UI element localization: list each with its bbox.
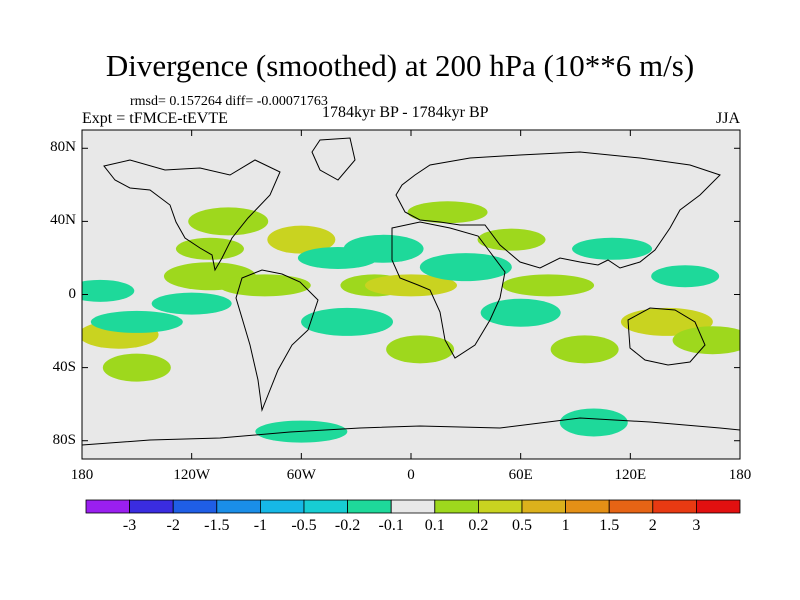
colorbar-swatch [172, 499, 218, 514]
experiment-label: Expt = tFMCE-tEVTE [82, 110, 228, 127]
anomaly-region [343, 234, 424, 263]
time-period-label: 1784kyr BP - 1784kyr BP [322, 104, 489, 121]
colorbar-level-label: -2 [166, 517, 180, 534]
x-tick-label: 60W [286, 467, 316, 483]
anomaly-field [82, 201, 740, 443]
anomaly-region [267, 225, 336, 254]
coast-greenland [311, 137, 356, 181]
y-tick-label: 80S [52, 431, 76, 448]
colorbar [85, 499, 741, 514]
colorbar-level-label: -1.5 [204, 517, 230, 534]
colorbar-swatch [521, 499, 566, 514]
colorbar-swatch [85, 499, 130, 514]
colorbar-swatch [696, 499, 741, 514]
coast-north-america [103, 159, 281, 272]
colorbar-swatch [216, 499, 261, 514]
anomaly-region [419, 253, 512, 282]
colorbar-swatch [347, 499, 392, 514]
anomaly-region [550, 335, 619, 364]
chart-title: Divergence (smoothed) at 200 hPa (10**6 … [105, 48, 695, 83]
colorbar-level-label: 1 [561, 517, 570, 534]
season-label: JJA [716, 110, 741, 127]
anomaly-region [151, 292, 232, 315]
colorbar-swatch [565, 499, 610, 514]
x-tick-label: 180 [728, 467, 752, 483]
colorbar-level-label: 3 [692, 517, 701, 534]
coast-south-america [235, 269, 319, 412]
coast-eurasia [395, 151, 721, 269]
colorbar-swatch [434, 499, 479, 514]
anomaly-region [651, 265, 720, 288]
anomaly-region [407, 201, 488, 224]
y-tick-label: 40N [50, 212, 76, 229]
coast-africa [391, 221, 506, 359]
colorbar-swatch [652, 499, 697, 514]
coast-antarctica [82, 417, 740, 446]
x-tick-label: 0 [407, 467, 415, 483]
x-tick-label: 120E [614, 467, 647, 483]
anomaly-region [386, 335, 455, 364]
colorbar-level-label: 0.1 [424, 517, 445, 534]
anomaly-region [102, 353, 171, 382]
colorbar-level-label: -0.5 [291, 517, 317, 534]
coast-australia [627, 307, 706, 366]
y-tick-label: 40S [52, 358, 76, 375]
colorbar-swatch [608, 499, 654, 514]
anomaly-region [175, 237, 244, 260]
anomaly-region [572, 237, 653, 260]
colorbar-level-label: -1 [253, 517, 268, 534]
y-tick-label: 80N [50, 139, 76, 156]
y-tick-label: 0 [68, 285, 77, 302]
coastlines [82, 137, 740, 446]
anomaly-region [90, 310, 183, 333]
rmsd-diff-stats: rmsd= 0.157264 diff= -0.00071763 [130, 94, 328, 109]
anomaly-region [218, 274, 311, 297]
colorbar-swatch [477, 499, 523, 514]
x-tick-label: 180 [70, 467, 94, 483]
anomaly-region [82, 279, 135, 302]
anomaly-region [188, 207, 269, 236]
anomaly-region [502, 274, 595, 297]
x-tick-label: 120W [173, 467, 210, 483]
colorbar-level-label: 0.5 [512, 517, 532, 534]
anomaly-region [559, 408, 628, 437]
anomaly-region [301, 307, 394, 336]
colorbar-swatch [390, 499, 436, 514]
anomaly-region [477, 228, 546, 251]
colorbar-level-label: -3 [122, 517, 137, 534]
colorbar-swatch [129, 499, 174, 514]
x-tick-label: 60E [508, 467, 533, 483]
axis-ticks [81, 130, 741, 459]
anomaly-region [365, 274, 457, 297]
colorbar-level-label: -0.1 [378, 517, 404, 534]
colorbar-swatch [303, 499, 348, 514]
anomaly-region [480, 298, 561, 327]
colorbar-level-label: 2 [648, 517, 657, 534]
colorbar-level-label: 0.2 [468, 517, 489, 534]
colorbar-level-label: -0.2 [334, 517, 361, 534]
colorbar-swatch [259, 499, 305, 514]
colorbar-level-label: 1.5 [599, 517, 620, 534]
anomaly-region [672, 326, 740, 355]
